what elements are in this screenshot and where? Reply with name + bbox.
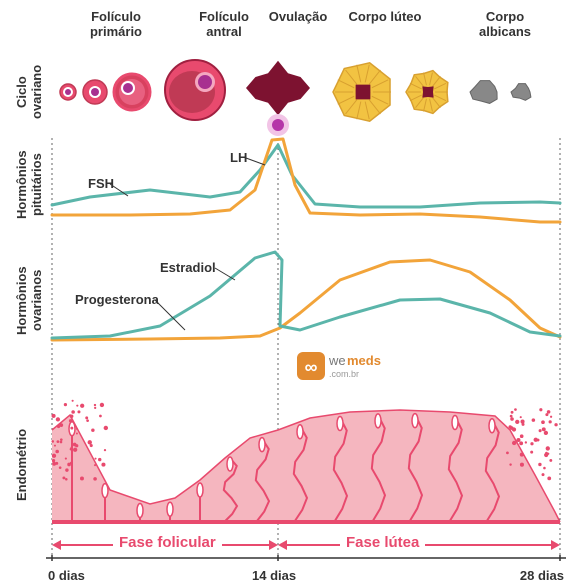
stage-label-0: Folículo primário [76, 10, 156, 40]
stage-label-1: Folículo antral [184, 10, 264, 40]
row-label-ovarian_h: Hormônios ovarianos [15, 248, 45, 353]
endometrium-tissue [52, 410, 560, 522]
follicle-albicans-7 [470, 81, 497, 104]
stage-label-3: Corpo lúteo [340, 10, 430, 25]
follicle-ovulation-4 [246, 61, 310, 136]
svg-text:.com.br: .com.br [329, 369, 359, 379]
phase-follicular-label: Fase folicular [113, 534, 222, 551]
fsh-label: FSH [88, 176, 114, 191]
row-label-ovarian_cycle: Ciclo ovariano [15, 48, 45, 136]
lh-curve [52, 139, 560, 222]
row-label-endometrium: Endométrio [15, 400, 30, 530]
follicle-luteum-5 [333, 63, 391, 121]
stage-label-2: Ovulação [263, 10, 333, 25]
estradiol-label: Estradiol [160, 260, 216, 275]
follicle-primary-1 [83, 80, 107, 104]
follicle-luteum-6 [406, 71, 448, 114]
axis-tick-0: 0 dias [48, 568, 85, 583]
lh-label: LH [230, 150, 247, 165]
axis-tick-1: 14 dias [252, 568, 296, 583]
progesterone-label: Progesterona [75, 292, 159, 307]
row-label-pituitary: Hormônios pituitários [15, 140, 45, 230]
wemeds-logo: ∞ wemeds.com.br [297, 352, 381, 380]
follicle-albicans-8 [511, 84, 531, 101]
axis-tick-2: 28 dias [520, 568, 564, 583]
follicle-primary-0 [60, 84, 76, 100]
svg-text:∞: ∞ [305, 357, 318, 377]
svg-text:we: we [328, 353, 346, 368]
fsh-curve [52, 145, 560, 207]
menstrual-cycle-diagram: ∞ wemeds.com.br Ciclo ovariano Hormônios pi… [0, 0, 578, 583]
stage-label-4: Corpo albicans [470, 10, 540, 40]
phase-luteal-label: Fase lútea [340, 534, 425, 551]
follicle-antral-3 [165, 60, 225, 120]
follicle-primary-2 [114, 74, 150, 110]
svg-text:meds: meds [347, 353, 381, 368]
